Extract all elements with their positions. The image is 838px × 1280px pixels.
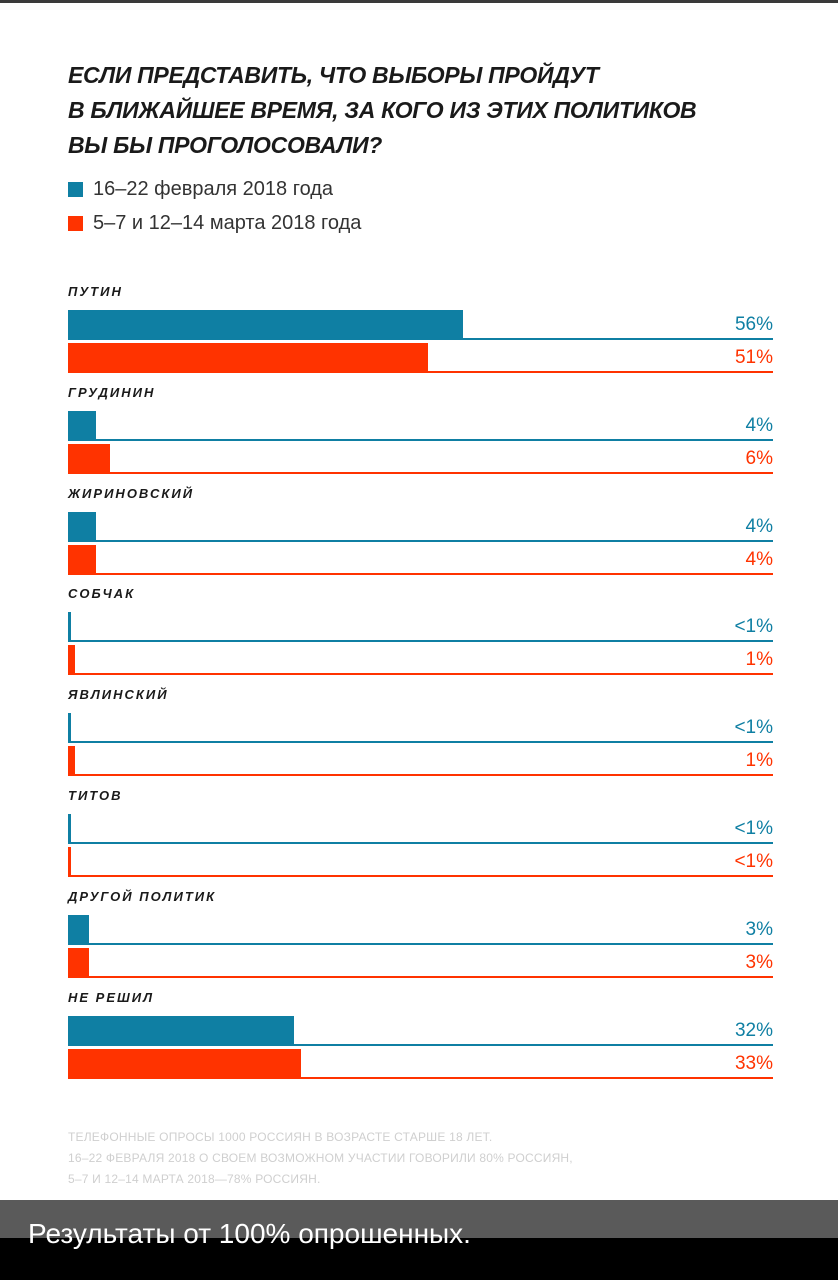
bar: [68, 1015, 294, 1046]
category-label: СОБЧАК: [68, 586, 136, 602]
bar-baseline: [68, 371, 773, 373]
value-label: 3%: [745, 951, 773, 973]
bar: [68, 713, 71, 744]
bar: [68, 511, 97, 542]
bar: [68, 746, 76, 777]
bar: [68, 847, 71, 877]
bar-baseline: [68, 875, 773, 877]
value-label: 4%: [745, 548, 773, 570]
source-note: ТЕЛЕФОННЫЕ ОПРОСЫ 1000 РОССИЯН В ВОЗРАСТ…: [68, 1130, 573, 1186]
legend-swatch-february: [68, 181, 83, 197]
legend-item-march: 5–7 и 12–14 марта 2018 года: [68, 211, 361, 235]
bar: [68, 645, 76, 676]
bar: [68, 612, 71, 643]
bar: [68, 1048, 301, 1079]
category-label: НЕ РЕШИЛ: [68, 989, 155, 1005]
category-label: ГРУДИНИН: [68, 384, 156, 400]
bar: [68, 410, 97, 441]
category-label: ТИТОВ: [68, 788, 123, 803]
value-label: <1%: [734, 851, 773, 872]
bar-baseline: [68, 842, 773, 844]
legend-swatch-march: [68, 215, 83, 231]
value-label: 56%: [734, 314, 773, 335]
category-label: ДРУГОЙ ПОЛИТИК: [68, 888, 217, 904]
legend-label-february: 16–22 февраля 2018 года: [93, 177, 334, 200]
value-label: 51%: [734, 347, 773, 368]
bar: [68, 914, 90, 945]
value-label: <1%: [734, 818, 773, 839]
bar-baseline: [68, 673, 773, 676]
bar-baseline: [68, 539, 773, 542]
bar-baseline: [68, 1043, 773, 1046]
category-label: ЯВЛИНСКИЙ: [68, 687, 169, 703]
category-label: ЖИРИНОВСКИЙ: [68, 485, 195, 501]
bar: [68, 544, 97, 575]
legend-label-march: 5–7 и 12–14 марта 2018 года: [93, 211, 362, 234]
bar-baseline: [68, 942, 773, 945]
bar-baseline: [68, 774, 773, 777]
value-label: <1%: [734, 717, 773, 739]
legend-item-february: 16–22 февраля 2018 года: [68, 177, 333, 201]
bar: [68, 343, 428, 373]
chart-title: ЕСЛИ ПРЕДСТАВИТЬ, ЧТО ВЫБОРЫ ПРОЙДУТ В Б…: [68, 62, 697, 158]
bar: [68, 310, 463, 340]
value-label: 4%: [745, 515, 773, 537]
value-label: 4%: [745, 414, 773, 436]
value-label: 1%: [745, 649, 773, 671]
value-label: <1%: [734, 616, 773, 638]
bar-baseline: [68, 438, 773, 441]
bar-baseline: [68, 1076, 773, 1079]
value-label: 33%: [734, 1052, 773, 1074]
caption-band: [0, 1200, 838, 1238]
caption-text: Результаты от 100% опрошенных.: [28, 1218, 471, 1249]
bar: [68, 443, 111, 474]
top-rule: [0, 0, 838, 3]
category-label: ПУТИН: [68, 284, 123, 299]
bar-baseline: [68, 640, 773, 643]
bar-baseline: [68, 741, 773, 744]
value-label: 32%: [734, 1019, 773, 1041]
bar-baseline: [68, 975, 773, 978]
chart-card: ЕСЛИ ПРЕДСТАВИТЬ, ЧТО ВЫБОРЫ ПРОЙДУТ В Б…: [0, 0, 838, 1200]
bar: [68, 947, 90, 978]
bar-baseline: [68, 338, 773, 340]
bar-baseline: [68, 471, 773, 474]
value-label: 1%: [745, 750, 773, 772]
bar-baseline: [68, 572, 773, 575]
value-label: 3%: [745, 918, 773, 940]
bar: [68, 814, 71, 844]
value-label: 6%: [745, 447, 773, 469]
